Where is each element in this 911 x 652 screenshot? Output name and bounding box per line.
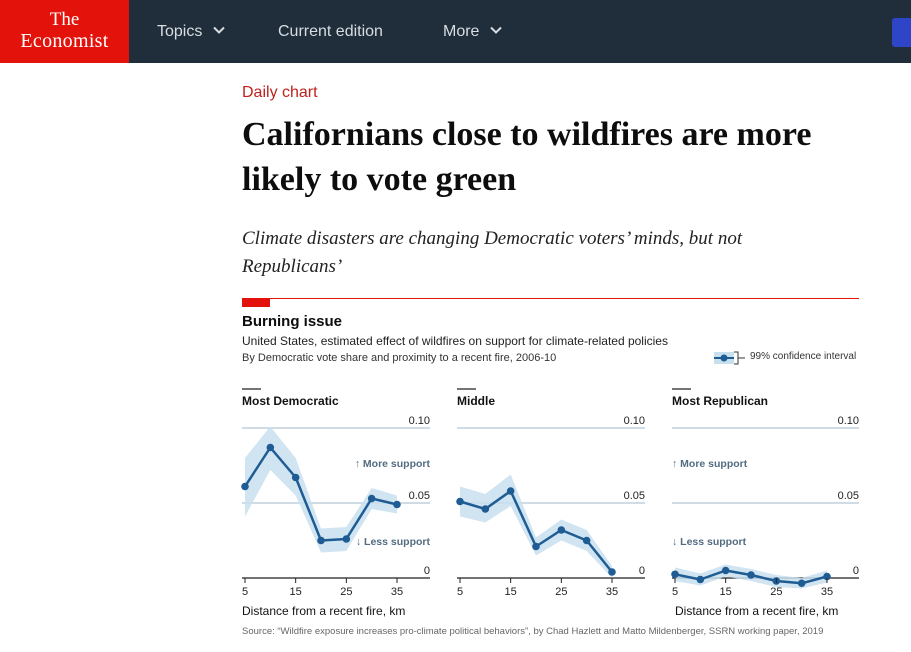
- x-tick-label: 25: [555, 586, 567, 598]
- subscribe-button[interactable]: [892, 18, 911, 47]
- x-tick-label: 35: [821, 586, 833, 598]
- x-tick-label: 15: [505, 586, 517, 598]
- y-tick-label: 0.05: [624, 490, 645, 502]
- data-point: [393, 500, 401, 509]
- panel-title: Most Democratic: [242, 394, 339, 408]
- x-tick-label: 35: [606, 586, 618, 598]
- y-tick-label: 0.10: [624, 415, 645, 427]
- data-point: [241, 482, 249, 491]
- panel-title: Middle: [457, 394, 495, 408]
- annotation-less-support: ↓ Less support: [672, 536, 747, 548]
- x-tick-label: 5: [672, 586, 678, 598]
- x-tick-label: 35: [391, 586, 403, 598]
- nav-more-label: More: [443, 23, 480, 40]
- panel-title: Most Republican: [672, 394, 768, 408]
- data-point: [582, 536, 591, 545]
- data-point: [456, 497, 464, 506]
- nav-more[interactable]: More: [443, 0, 502, 63]
- chart-subtitle-secondary: By Democratic vote share and proximity t…: [242, 352, 557, 364]
- y-tick-label: 0.05: [838, 490, 859, 502]
- annotation-less-support: ↓ Less support: [356, 536, 431, 548]
- chart-red-tag: [242, 299, 270, 307]
- x-tick-label: 25: [770, 586, 782, 598]
- y-tick-label: 0.10: [409, 415, 430, 427]
- confidence-band: [460, 474, 612, 578]
- annotation-more-support: ↑ More support: [355, 458, 431, 470]
- data-point: [797, 579, 806, 588]
- y-tick-label: 0.05: [409, 490, 430, 502]
- data-point: [696, 575, 705, 584]
- data-point: [747, 571, 755, 579]
- data-point: [317, 536, 325, 545]
- x-tick-label: 5: [242, 586, 248, 598]
- nav-topics[interactable]: Topics: [157, 0, 225, 63]
- article-kicker[interactable]: Daily chart: [242, 84, 318, 101]
- data-point: [506, 487, 515, 495]
- data-point: [608, 568, 616, 576]
- x-axis-label: Distance from a recent fire, km: [675, 604, 838, 618]
- x-tick-label: 5: [457, 586, 463, 598]
- article-standfirst: Climate disasters are changing Democrati…: [242, 228, 743, 277]
- chevron-down-icon: [213, 27, 225, 35]
- economist-logo[interactable]: The Economist: [0, 0, 129, 63]
- data-point: [291, 473, 300, 482]
- y-tick-label: 0.10: [838, 415, 859, 427]
- x-tick-label: 15: [720, 586, 732, 598]
- legend-label: 99% confidence interval: [750, 351, 857, 362]
- top-navbar: The Economist Topics Current edition Mor…: [0, 0, 911, 63]
- chevron-down-icon: [490, 27, 502, 35]
- data-point: [721, 566, 730, 575]
- data-point: [532, 542, 540, 551]
- data-point: [671, 570, 679, 579]
- nav-current-edition[interactable]: Current edition: [278, 0, 383, 63]
- chart-top-rule: [242, 298, 859, 299]
- chart-title: Burning issue: [242, 313, 343, 330]
- chart-source: Source: “Wildfire exposure increases pro…: [242, 626, 824, 637]
- data-point: [557, 526, 566, 534]
- y-tick-label: 0: [424, 565, 430, 577]
- logo-line-2: Economist: [20, 30, 109, 52]
- data-point: [823, 572, 831, 581]
- chart-subtitle: United States, estimated effect of wildf…: [242, 334, 668, 348]
- chart-legend: 99% confidence interval: [712, 348, 862, 368]
- nav-topics-label: Topics: [157, 23, 203, 40]
- y-tick-label: 0: [639, 565, 645, 577]
- x-tick-label: 15: [290, 586, 302, 598]
- logo-line-1: The: [49, 9, 80, 30]
- data-point: [367, 494, 376, 503]
- x-tick-label: 25: [340, 586, 352, 598]
- article-headline: Californians close to wildfires are more…: [242, 116, 812, 198]
- data-point: [342, 535, 351, 543]
- data-point: [266, 443, 275, 452]
- nav-current-edition-label: Current edition: [278, 23, 383, 40]
- x-axis-label: Distance from a recent fire, km: [242, 604, 405, 618]
- data-point: [481, 505, 490, 513]
- legend-ci-icon: [714, 351, 745, 365]
- annotation-more-support: ↑ More support: [672, 458, 748, 470]
- y-tick-label: 0: [853, 565, 859, 577]
